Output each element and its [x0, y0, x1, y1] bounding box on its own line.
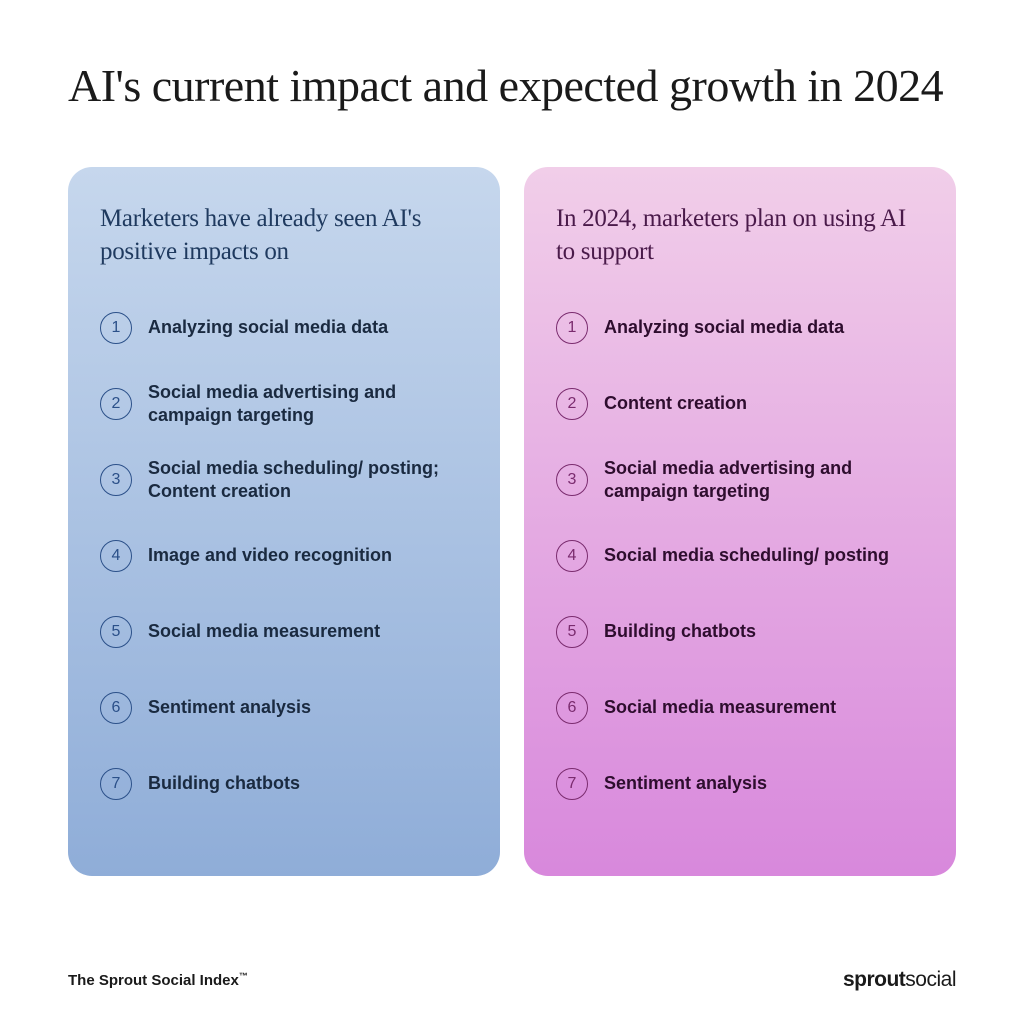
number-circle-icon: 3	[556, 464, 588, 496]
item-text: Sentiment analysis	[148, 696, 311, 719]
list-item: 2 Content creation	[556, 380, 924, 428]
number-circle-icon: 4	[556, 540, 588, 572]
number-circle-icon: 4	[100, 540, 132, 572]
number-circle-icon: 2	[100, 388, 132, 420]
list-item: 3 Social media advertising and campaign …	[556, 456, 924, 504]
trademark-icon: ™	[239, 971, 248, 981]
item-text: Social media measurement	[148, 620, 380, 643]
footer-source-text: The Sprout Social Index	[68, 972, 239, 989]
list-item: 7 Sentiment analysis	[556, 760, 924, 808]
list-item: 4 Social media scheduling/ posting	[556, 532, 924, 580]
item-text: Building chatbots	[604, 620, 756, 643]
item-text: Analyzing social media data	[604, 316, 844, 339]
list-item: 6 Social media measurement	[556, 684, 924, 732]
number-circle-icon: 5	[556, 616, 588, 648]
list-item: 2 Social media advertising and campaign …	[100, 380, 468, 428]
list-item: 6 Sentiment analysis	[100, 684, 468, 732]
list-item: 5 Social media measurement	[100, 608, 468, 656]
number-circle-icon: 5	[100, 616, 132, 648]
item-text: Building chatbots	[148, 772, 300, 795]
number-circle-icon: 2	[556, 388, 588, 420]
card-right-heading: In 2024, marketers plan on using AI to s…	[556, 203, 924, 268]
card-current-impact: Marketers have already seen AI's positiv…	[68, 167, 500, 876]
item-text: Analyzing social media data	[148, 316, 388, 339]
card-right-list: 1 Analyzing social media data 2 Content …	[556, 304, 924, 808]
item-text: Social media advertising and campaign ta…	[148, 381, 468, 428]
item-text: Content creation	[604, 392, 747, 415]
number-circle-icon: 6	[100, 692, 132, 724]
number-circle-icon: 1	[100, 312, 132, 344]
list-item: 3 Social media scheduling/ posting; Cont…	[100, 456, 468, 504]
list-item: 5 Building chatbots	[556, 608, 924, 656]
number-circle-icon: 6	[556, 692, 588, 724]
list-item: 1 Analyzing social media data	[100, 304, 468, 352]
logo-bold: sprout	[843, 968, 905, 991]
item-text: Sentiment analysis	[604, 772, 767, 795]
footer-source: The Sprout Social Index™	[68, 971, 248, 989]
item-text: Social media scheduling/ posting	[604, 544, 889, 567]
item-text: Social media scheduling/ posting; Conten…	[148, 457, 468, 504]
item-text: Social media advertising and campaign ta…	[604, 457, 924, 504]
card-left-heading: Marketers have already seen AI's positiv…	[100, 203, 468, 268]
logo-light: social	[905, 968, 956, 991]
number-circle-icon: 7	[556, 768, 588, 800]
page-title: AI's current impact and expected growth …	[68, 58, 956, 113]
footer-logo: sproutsocial	[843, 968, 956, 992]
item-text: Image and video recognition	[148, 544, 392, 567]
list-item: 7 Building chatbots	[100, 760, 468, 808]
list-item: 4 Image and video recognition	[100, 532, 468, 580]
number-circle-icon: 3	[100, 464, 132, 496]
card-expected-growth: In 2024, marketers plan on using AI to s…	[524, 167, 956, 876]
number-circle-icon: 1	[556, 312, 588, 344]
cards-row: Marketers have already seen AI's positiv…	[68, 167, 956, 876]
card-left-list: 1 Analyzing social media data 2 Social m…	[100, 304, 468, 808]
item-text: Social media measurement	[604, 696, 836, 719]
number-circle-icon: 7	[100, 768, 132, 800]
list-item: 1 Analyzing social media data	[556, 304, 924, 352]
footer: The Sprout Social Index™ sproutsocial	[68, 968, 956, 992]
